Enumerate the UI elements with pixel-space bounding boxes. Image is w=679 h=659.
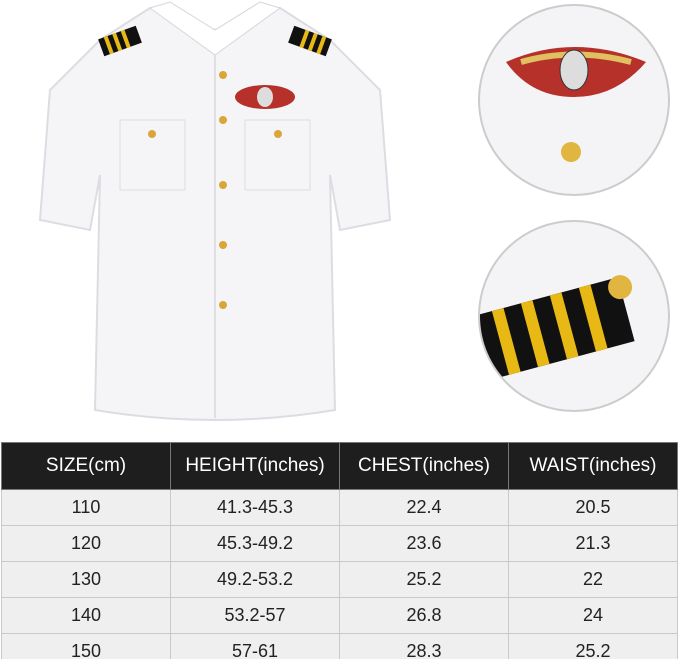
cell-height: 45.3-49.2 xyxy=(170,525,340,562)
cell-waist: 21.3 xyxy=(508,525,678,562)
cell-chest: 23.6 xyxy=(339,525,509,562)
epaulette-left-icon xyxy=(98,25,142,57)
cell-chest: 25.2 xyxy=(339,561,509,598)
table-row: 110 41.3-45.3 22.4 20.5 xyxy=(1,489,678,526)
header-height: HEIGHT(inches) xyxy=(170,442,340,490)
size-chart-table: SIZE(cm) HEIGHT(inches) CHEST(inches) WA… xyxy=(1,442,678,659)
cell-waist: 20.5 xyxy=(508,489,678,526)
cell-height: 49.2-53.2 xyxy=(170,561,340,598)
header-size: SIZE(cm) xyxy=(1,442,171,490)
epaulette-right-icon xyxy=(288,25,332,57)
cell-height: 53.2-57 xyxy=(170,597,340,634)
cell-waist: 25.2 xyxy=(508,633,678,659)
epaulette-detail-image xyxy=(476,220,670,412)
cell-size: 150 xyxy=(1,633,171,659)
cell-size: 140 xyxy=(1,597,171,634)
cell-size: 120 xyxy=(1,525,171,562)
cell-size: 130 xyxy=(1,561,171,598)
table-row: 140 53.2-57 26.8 24 xyxy=(1,597,678,634)
header-waist: WAIST(inches) xyxy=(508,442,678,490)
badge-detail-image xyxy=(478,4,670,196)
shirt-image xyxy=(38,1,392,421)
cell-chest: 22.4 xyxy=(339,489,509,526)
table-header-row: SIZE(cm) HEIGHT(inches) CHEST(inches) WA… xyxy=(1,442,678,490)
table-row: 130 49.2-53.2 25.2 22 xyxy=(1,561,678,598)
cell-chest: 26.8 xyxy=(339,597,509,634)
cell-waist: 22 xyxy=(508,561,678,598)
header-chest: CHEST(inches) xyxy=(339,442,509,490)
cell-size: 110 xyxy=(1,489,171,526)
cell-waist: 24 xyxy=(508,597,678,634)
cell-chest: 28.3 xyxy=(339,633,509,659)
buttons-icon xyxy=(148,71,282,309)
cell-height: 57-61 xyxy=(170,633,340,659)
cell-height: 41.3-45.3 xyxy=(170,489,340,526)
table-row: 120 45.3-49.2 23.6 21.3 xyxy=(1,525,678,562)
table-row: 150 57-61 28.3 25.2 xyxy=(1,633,678,659)
